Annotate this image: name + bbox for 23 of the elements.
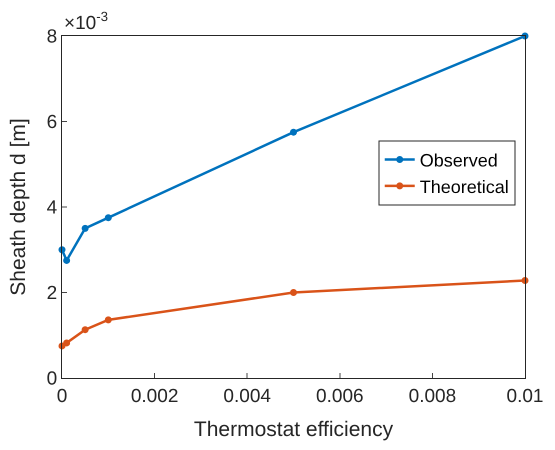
y-axis-title: Sheath depth d [m]	[6, 118, 30, 296]
point	[104, 214, 112, 222]
y-tick-label: 6	[46, 112, 58, 134]
point	[63, 256, 70, 264]
y-tick-label: 2	[46, 283, 58, 304]
legend-label: Observed	[420, 150, 498, 171]
x-tick-label: 0.008	[408, 386, 456, 407]
x-axis-title: Thermostat efficiency	[194, 418, 394, 441]
x-tick-label: 0.006	[316, 386, 364, 407]
y-tick-label: 4	[46, 198, 58, 219]
point	[290, 128, 297, 136]
point	[290, 289, 297, 296]
text: ×10$^{-3}$	[64, 9, 108, 34]
point	[82, 224, 89, 232]
y-tick-label: 8	[46, 26, 58, 48]
point	[104, 316, 112, 324]
x-tick-label: 0.004	[223, 386, 272, 407]
x-tick-label: 0.01	[506, 386, 544, 407]
y-tick-label: 0	[46, 368, 58, 390]
point	[63, 339, 70, 346]
x-tick-label: 0.002	[130, 386, 178, 407]
point	[82, 326, 89, 334]
legend-label: Theoretical	[420, 176, 509, 197]
